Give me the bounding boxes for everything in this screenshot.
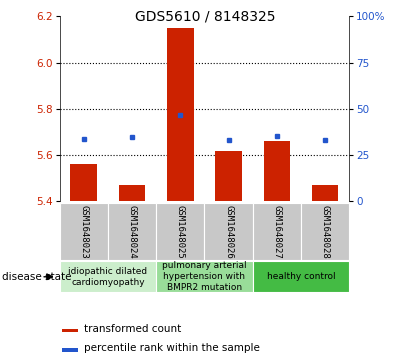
Bar (70, 164, 97, 201)
Bar (119, 185, 145, 201)
Text: disease state: disease state (2, 272, 72, 282)
Bar (263, 141, 290, 201)
Bar (301, 203, 349, 260)
Text: healthy control: healthy control (267, 272, 335, 281)
Bar (204, 203, 253, 260)
Text: GSM1648026: GSM1648026 (224, 204, 233, 258)
Bar (156, 261, 253, 292)
Bar (312, 185, 339, 201)
Bar (60, 203, 108, 260)
Bar (62, 329, 79, 333)
Bar (215, 151, 242, 201)
Text: idiopathic dilated
cardiomyopathy: idiopathic dilated cardiomyopathy (68, 267, 148, 287)
Text: GSM1648023: GSM1648023 (79, 204, 88, 258)
Bar (167, 28, 194, 201)
Text: GSM1648025: GSM1648025 (176, 204, 185, 258)
Text: percentile rank within the sample: percentile rank within the sample (84, 343, 260, 354)
Text: GSM1648024: GSM1648024 (127, 204, 136, 258)
Bar (60, 261, 156, 292)
Text: transformed count: transformed count (84, 324, 182, 334)
Bar (62, 348, 79, 351)
Bar (253, 203, 301, 260)
Text: GSM1648027: GSM1648027 (272, 204, 282, 258)
Text: GSM1648028: GSM1648028 (321, 204, 330, 258)
Text: GDS5610 / 8148325: GDS5610 / 8148325 (135, 9, 276, 23)
Bar (253, 261, 349, 292)
Bar (108, 203, 156, 260)
Bar (156, 203, 204, 260)
Text: pulmonary arterial
hypertension with
BMPR2 mutation: pulmonary arterial hypertension with BMP… (162, 261, 247, 292)
